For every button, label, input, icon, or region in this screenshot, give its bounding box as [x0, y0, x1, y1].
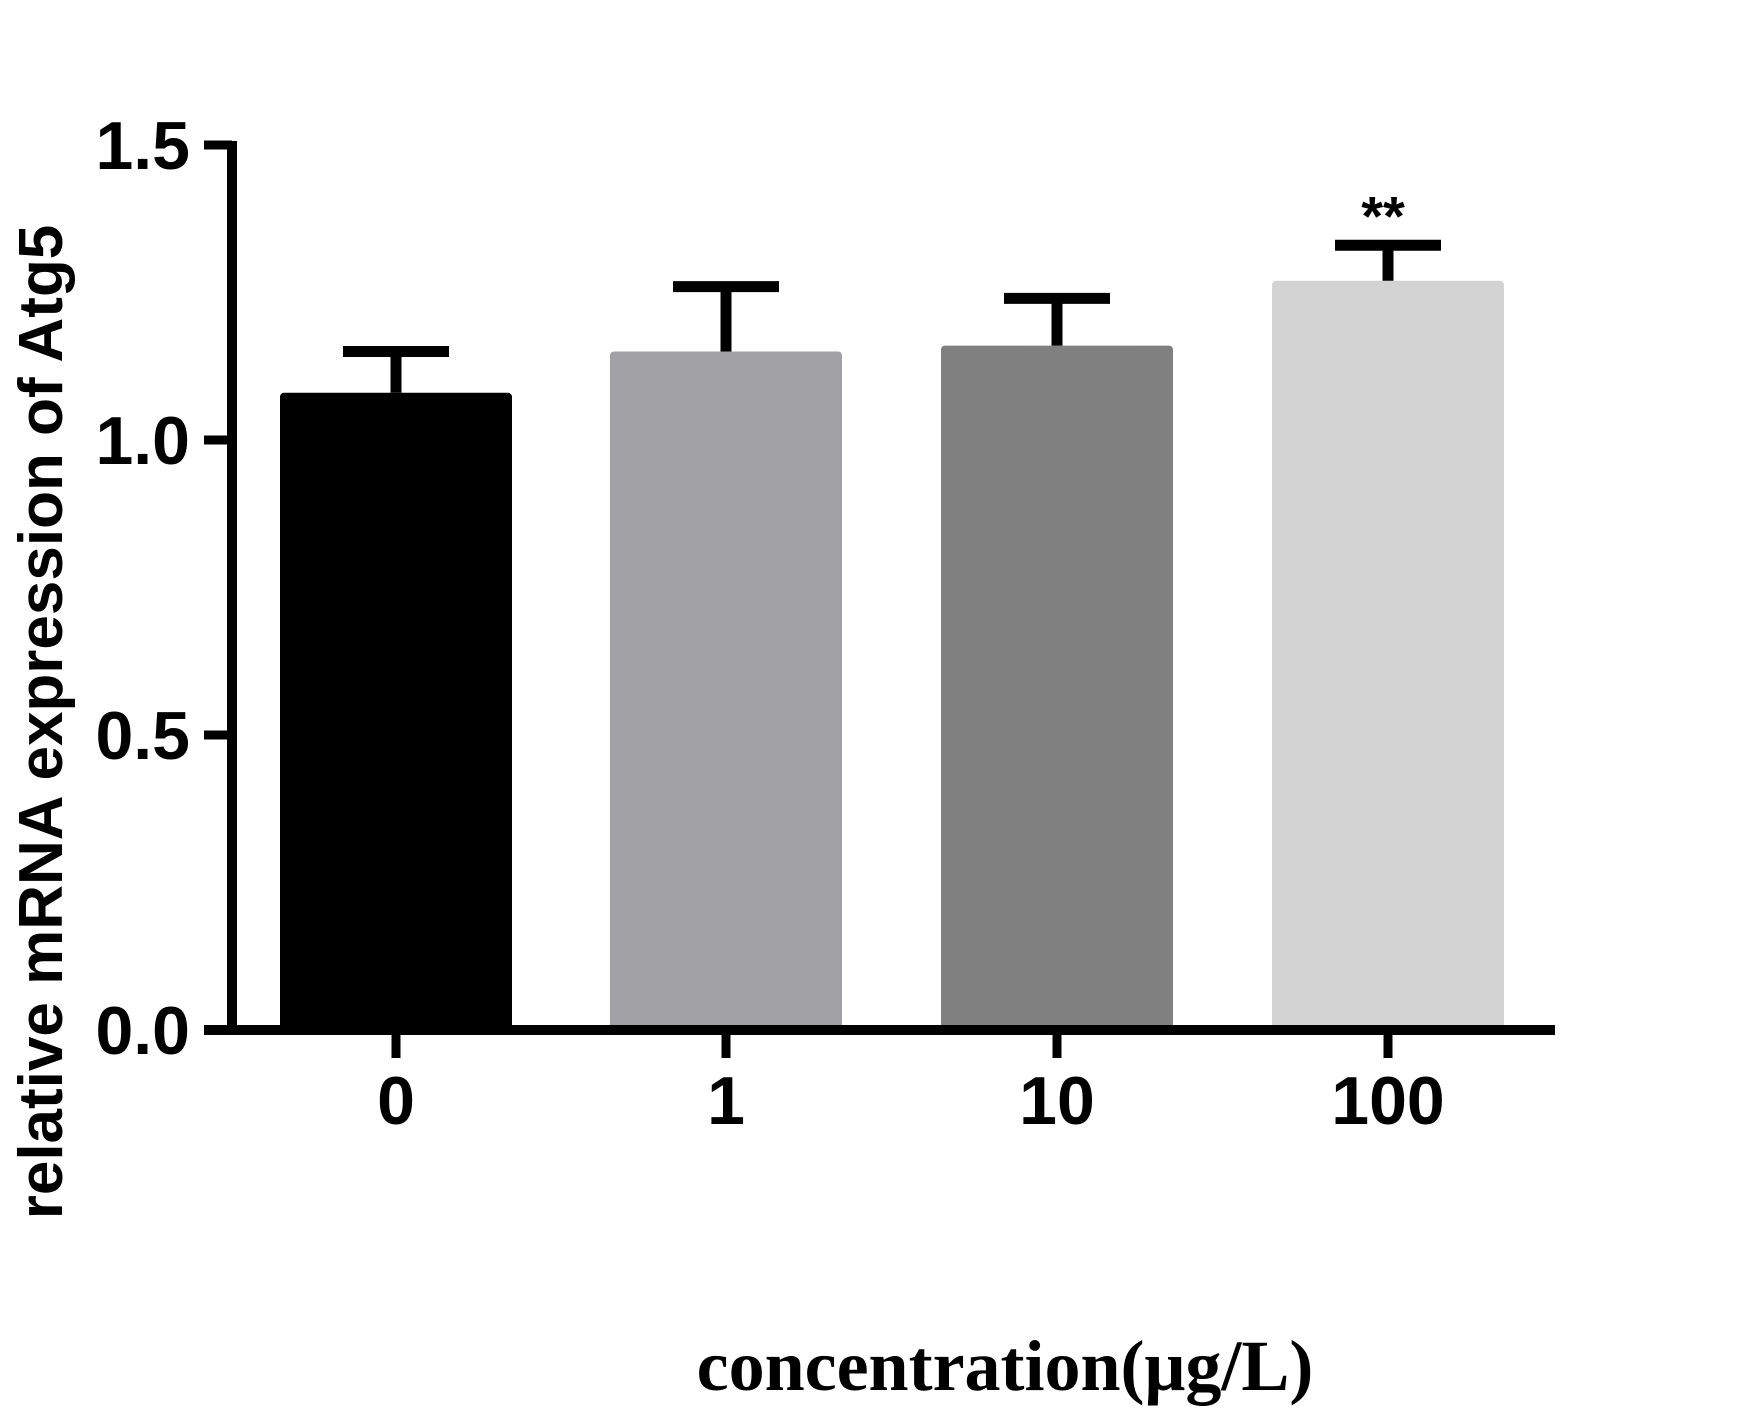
x-tick-label-1: 1	[707, 1063, 745, 1139]
y-tick-label: 0.5	[95, 698, 190, 774]
annotations-group: **	[1361, 184, 1405, 247]
bar-1	[610, 351, 842, 1030]
x-axis-title: concentration(μg/L)	[697, 1326, 1314, 1406]
y-tick-label: 1.5	[95, 108, 190, 184]
y-tick-label: 1.0	[95, 403, 190, 479]
x-tick-label-0: 0	[377, 1063, 415, 1139]
bar-0	[280, 392, 512, 1030]
bars-group	[280, 280, 1504, 1031]
error-bars-group	[343, 239, 1441, 393]
bar-10	[941, 345, 1173, 1031]
x-tick-labels: 0 1 10 100	[377, 1063, 1445, 1139]
y-tick-labels: 0.0 0.5 1.0 1.5	[95, 108, 190, 1069]
significance-marker: **	[1361, 184, 1405, 247]
axes-group	[204, 140, 1555, 1058]
y-tick-label: 0.0	[95, 993, 190, 1069]
x-tick-label-100: 100	[1331, 1063, 1444, 1139]
bar-100	[1272, 280, 1504, 1030]
x-tick-label-10: 10	[1019, 1063, 1095, 1139]
y-axis-title: relative mRNA expression of Atg5	[7, 225, 76, 1220]
